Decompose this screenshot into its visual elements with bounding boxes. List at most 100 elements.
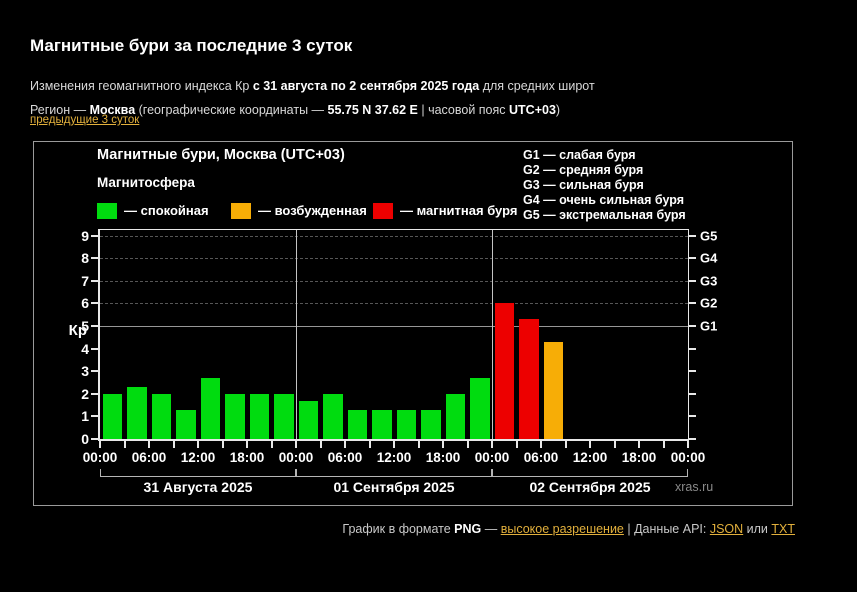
legend-color-swatch [231, 203, 251, 219]
kp-bar [152, 394, 172, 439]
x-axis-tick [614, 441, 616, 448]
x-tick-label: 18:00 [230, 450, 265, 465]
x-axis-tick [148, 441, 150, 448]
gridline [100, 281, 688, 282]
json-api-link[interactable]: JSON [710, 522, 743, 536]
x-axis-tick [393, 441, 395, 448]
kp-bar [176, 410, 196, 439]
timezone-label: | часовой пояс [418, 103, 509, 117]
y-tick-label: 3 [81, 363, 89, 379]
y-axis-tick [91, 393, 98, 395]
kp-bar [274, 394, 294, 439]
y-tick-label: 9 [81, 228, 89, 244]
x-axis-tick [344, 441, 346, 448]
y-axis-tick-right [689, 415, 696, 417]
day-separator-line [492, 230, 493, 439]
x-tick-label: 12:00 [377, 450, 412, 465]
legend-item: — спокойная [97, 202, 209, 219]
kp-bar [250, 394, 270, 439]
y-axis-tick [91, 257, 98, 259]
y-axis-tick-right [689, 325, 696, 327]
day-bracket [296, 469, 492, 477]
g-level-label: G3 [700, 273, 717, 288]
y-axis-tick-right [689, 235, 696, 237]
legend-item: — магнитная буря [373, 202, 517, 219]
g-level-label: G2 [700, 296, 717, 311]
gridline [100, 326, 688, 327]
coords-value: 55.75 N 37.62 E [328, 103, 418, 117]
y-tick-label: 2 [81, 386, 89, 402]
timezone-value: UTC+03 [509, 103, 556, 117]
y-axis-tick-right [689, 348, 696, 350]
y-axis-tick-right [689, 257, 696, 259]
kp-bar [446, 394, 466, 439]
day-label: 02 Сентября 2025 [492, 479, 688, 495]
y-tick-label: 8 [81, 250, 89, 266]
x-axis-tick [246, 441, 248, 448]
x-axis-tick [418, 441, 420, 448]
kp-bar [201, 378, 221, 439]
kp-bar [397, 410, 417, 439]
subtitle-period-suffix: для средних широт [479, 79, 594, 93]
coords-label: (географические координаты — [135, 103, 327, 117]
plot-area: Кр xras.ru 0123456789G1G2G3G4G500:0006:0… [98, 229, 689, 441]
x-axis-tick [124, 441, 126, 448]
footer-dash: — [481, 522, 500, 536]
x-axis-tick [173, 441, 175, 448]
gridline [100, 303, 688, 304]
y-tick-label: 7 [81, 273, 89, 289]
x-tick-label: 18:00 [426, 450, 461, 465]
x-axis-tick [491, 441, 493, 448]
x-axis-tick [99, 441, 101, 448]
gridline [100, 258, 688, 259]
x-tick-label: 00:00 [83, 450, 118, 465]
kp-bar [544, 342, 564, 439]
kp-bar [495, 303, 515, 439]
x-axis-tick [565, 441, 567, 448]
x-axis-tick [271, 441, 273, 448]
x-tick-label: 00:00 [671, 450, 706, 465]
y-axis-tick-right [689, 302, 696, 304]
g-scale-legend: G1 — слабая буряG2 — средняя буряG3 — си… [523, 148, 686, 223]
region-line-close: ) [556, 103, 560, 117]
x-axis-tick [369, 441, 371, 448]
g-scale-line: G3 — сильная буря [523, 178, 686, 193]
kp-bar [470, 378, 490, 439]
chart-title: Магнитные бури, Москва (UTC+03) [97, 147, 345, 163]
kp-bar [103, 394, 123, 439]
y-axis-tick-right [689, 280, 696, 282]
txt-api-link[interactable]: TXT [771, 522, 795, 536]
x-axis-tick [467, 441, 469, 448]
y-tick-label: 0 [81, 431, 89, 447]
high-resolution-link[interactable]: высокое разрешение [501, 522, 624, 536]
x-axis-tick [638, 441, 640, 448]
subtitle-period-prefix: Изменения геомагнитного индекса Кр [30, 79, 253, 93]
x-tick-label: 00:00 [279, 450, 314, 465]
x-tick-label: 06:00 [132, 450, 167, 465]
g-level-label: G1 [700, 319, 717, 334]
x-axis-tick [197, 441, 199, 448]
y-axis-tick [91, 348, 98, 350]
chart-panel: Магнитные бури, Москва (UTC+03) Магнитос… [33, 141, 793, 506]
g-scale-line: G4 — очень сильная буря [523, 193, 686, 208]
kp-bar [348, 410, 368, 439]
x-axis-tick [320, 441, 322, 448]
chart-subtitle: Магнитосфера [97, 175, 195, 190]
x-tick-label: 12:00 [181, 450, 216, 465]
y-axis-tick-right [689, 393, 696, 395]
legend-item: — возбужденная [231, 202, 367, 219]
g-level-label: G4 [700, 251, 717, 266]
kp-bar [127, 387, 147, 439]
x-axis-tick [516, 441, 518, 448]
x-tick-label: 18:00 [622, 450, 657, 465]
page: Магнитные бури за последние 3 суток Изме… [0, 0, 857, 592]
legend-color-swatch [97, 203, 117, 219]
x-tick-label: 00:00 [475, 450, 510, 465]
footer: График в формате PNG — высокое разрешени… [342, 522, 795, 536]
legend-color-swatch [373, 203, 393, 219]
y-axis-tick [91, 370, 98, 372]
previous-3-days-link[interactable]: предыдущие 3 суток [30, 114, 139, 126]
kp-bar [372, 410, 392, 439]
footer-or: или [743, 522, 771, 536]
x-tick-label: 06:00 [328, 450, 363, 465]
